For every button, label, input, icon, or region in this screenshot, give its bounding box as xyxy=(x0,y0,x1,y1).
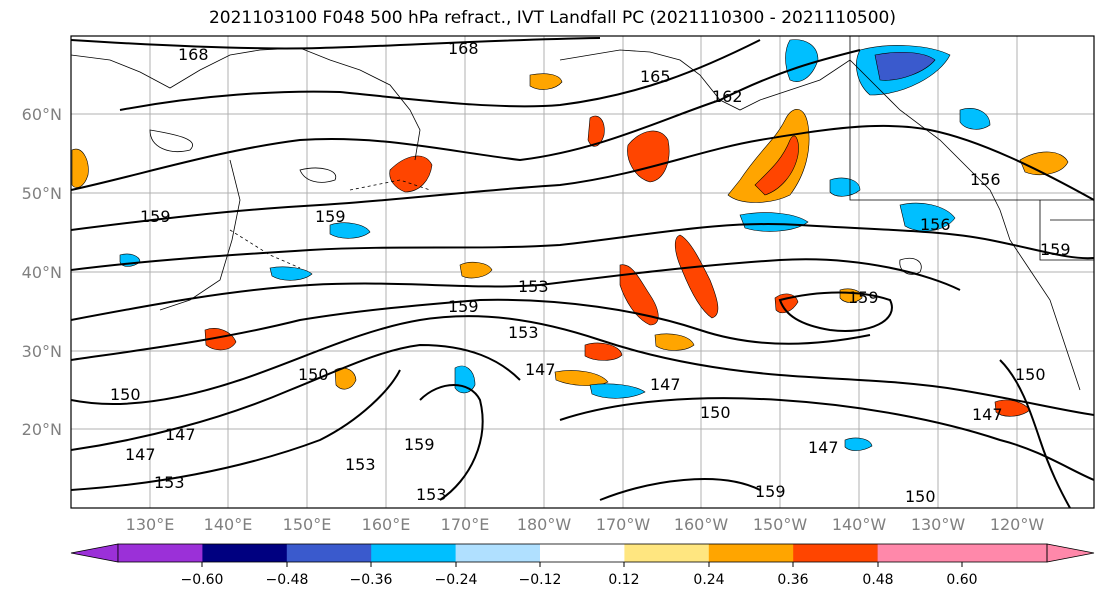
contour-label: 153 xyxy=(345,455,376,474)
colorbar-segment xyxy=(455,544,541,562)
colorbar-tick-label: 0.48 xyxy=(862,572,893,588)
colorbar-segment xyxy=(118,544,203,562)
colorbar-segment xyxy=(793,544,879,562)
lat-label: 20°N xyxy=(22,420,62,439)
colorbar-extend-high xyxy=(1046,543,1095,563)
height-contours xyxy=(71,37,1094,508)
colorbar-extend-low xyxy=(70,543,119,563)
contour-label: 159 xyxy=(755,482,786,501)
contour-label: 159 xyxy=(140,207,171,226)
map-frame xyxy=(70,35,1095,509)
colorbar-tick-label: −0.48 xyxy=(266,572,309,588)
colorbar-segment xyxy=(202,544,288,562)
contour-label: 156 xyxy=(970,170,1001,189)
contour-label: 147 xyxy=(125,445,156,464)
contour-label: 153 xyxy=(518,277,549,296)
thin-contours xyxy=(149,129,922,275)
contour-label: 147 xyxy=(808,438,839,457)
lon-label: 150°W xyxy=(753,515,808,534)
contour-label: 153 xyxy=(508,323,539,342)
contour-label: 150 xyxy=(110,385,141,404)
contour-label: 159 xyxy=(315,207,346,226)
lon-label: 130°W xyxy=(911,515,966,534)
colorbar-tick-label: 0.24 xyxy=(693,572,724,588)
colorbar-tick-label: −0.24 xyxy=(435,572,478,588)
contour-label: 156 xyxy=(920,215,951,234)
colorbar-segment xyxy=(624,544,710,562)
contour-label: 153 xyxy=(154,473,185,492)
lon-label: 180°W xyxy=(517,515,572,534)
contour-label: 147 xyxy=(650,375,681,394)
negative-anomaly-fills xyxy=(119,39,991,451)
colorbar-outline xyxy=(117,543,1048,563)
colorbar-segment xyxy=(286,544,372,562)
contour-labels: 168 168 165 162 159 159 159 159 156 156 … xyxy=(110,39,1071,506)
lon-label: 150°E xyxy=(283,515,332,534)
contour-label: 147 xyxy=(972,405,1003,424)
lon-label: 120°W xyxy=(990,515,1045,534)
colorbar-tick-label: −0.60 xyxy=(181,572,224,588)
contour-label: 150 xyxy=(905,487,936,506)
colorbar-segment xyxy=(877,544,1047,562)
contour-label: 150 xyxy=(1015,365,1046,384)
contour-label: 162 xyxy=(712,87,743,106)
colorbar-tick-labels: −0.60 −0.48 −0.36 −0.24 −0.12 0.12 0.24 … xyxy=(181,572,978,588)
contour-label: 168 xyxy=(178,45,209,64)
contour-label: 159 xyxy=(448,297,479,316)
lon-label: 170°E xyxy=(441,515,490,534)
contour-label: 159 xyxy=(1040,240,1071,259)
contour-label: 147 xyxy=(525,360,556,379)
map-area: 168 168 165 162 159 159 159 159 156 156 … xyxy=(70,35,1095,509)
positive-anomaly-fills xyxy=(71,73,1069,417)
map-title: 2021103100 F048 500 hPa refract., IVT La… xyxy=(208,8,896,28)
longitude-labels: 130°E 140°E 150°E 160°E 170°E 180°W 170°… xyxy=(126,515,1045,534)
contour-label: 150 xyxy=(700,403,731,422)
contour-label: 153 xyxy=(416,485,447,504)
colorbar-tick-label: −0.12 xyxy=(519,572,562,588)
lon-label: 160°E xyxy=(362,515,411,534)
colorbar-tick-label: 0.12 xyxy=(608,572,639,588)
contour-label: 147 xyxy=(165,425,196,444)
colorbar-tick-label: 0.60 xyxy=(946,572,977,588)
contour-label: 159 xyxy=(404,435,435,454)
lon-label: 130°E xyxy=(126,515,175,534)
colorbar-segment xyxy=(708,544,794,562)
contour-label: 168 xyxy=(448,39,479,58)
contour-label: 159 xyxy=(848,288,879,307)
colorbar-segment xyxy=(371,544,457,562)
lon-label: 160°W xyxy=(674,515,729,534)
colorbar-segments xyxy=(70,543,1095,563)
lon-label: 170°W xyxy=(596,515,651,534)
colorbar: −0.60 −0.48 −0.36 −0.24 −0.12 0.12 0.24 … xyxy=(70,543,1095,588)
lon-label: 140°W xyxy=(832,515,887,534)
contour-label: 165 xyxy=(640,67,671,86)
lon-label: 140°E xyxy=(204,515,253,534)
lat-label: 30°N xyxy=(22,342,62,361)
lat-label: 60°N xyxy=(22,105,62,124)
contour-label: 150 xyxy=(298,365,329,384)
lat-label: 50°N xyxy=(22,184,62,203)
colorbar-ticks xyxy=(201,562,963,567)
gridlines xyxy=(71,36,1094,508)
lat-label: 40°N xyxy=(22,263,62,282)
colorbar-tick-label: −0.36 xyxy=(350,572,393,588)
latitude-labels: 60°N 50°N 40°N 30°N 20°N xyxy=(22,105,62,439)
colorbar-segment xyxy=(540,544,625,562)
colorbar-tick-label: 0.36 xyxy=(777,572,808,588)
